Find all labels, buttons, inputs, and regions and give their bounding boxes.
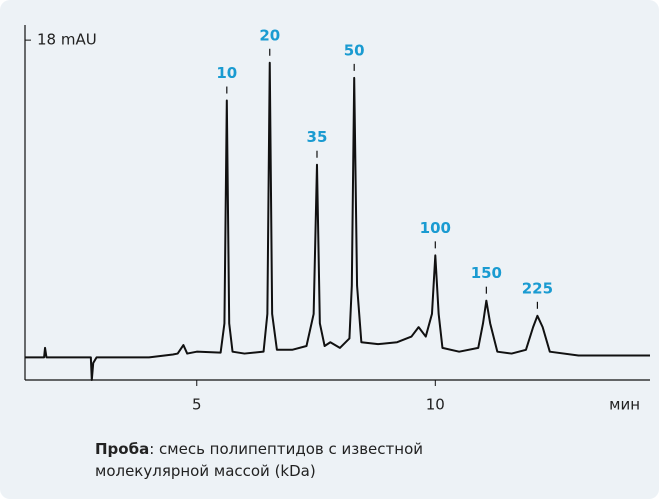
peak-label: 100 — [420, 219, 451, 237]
y-tick-label: 18 mAU — [37, 31, 97, 49]
x-tick-label: 5 — [192, 396, 202, 414]
peak-label: 50 — [344, 41, 365, 59]
peak-label: 20 — [259, 26, 280, 44]
peak-label: 35 — [307, 128, 328, 146]
note-text: молекулярной массой (kDa) — [95, 462, 316, 480]
trace — [25, 61, 650, 381]
note-line: Проба: смесь полипептидов с известной — [95, 438, 423, 460]
note: Проба: смесь полипептидов с известной мо… — [95, 438, 423, 482]
x-axis-label: мин — [609, 396, 640, 414]
peak-label: 150 — [471, 264, 502, 282]
note-label: Проба — [95, 440, 150, 458]
x-tick-label: 10 — [426, 396, 445, 414]
chart: мин 18 mAU 5 10 10 20 35 50 100 150 225 — [24, 25, 650, 414]
note-text: : смесь полипептидов с известной — [149, 440, 424, 458]
peak-label: 10 — [216, 64, 237, 82]
peak-label: 225 — [522, 279, 553, 297]
